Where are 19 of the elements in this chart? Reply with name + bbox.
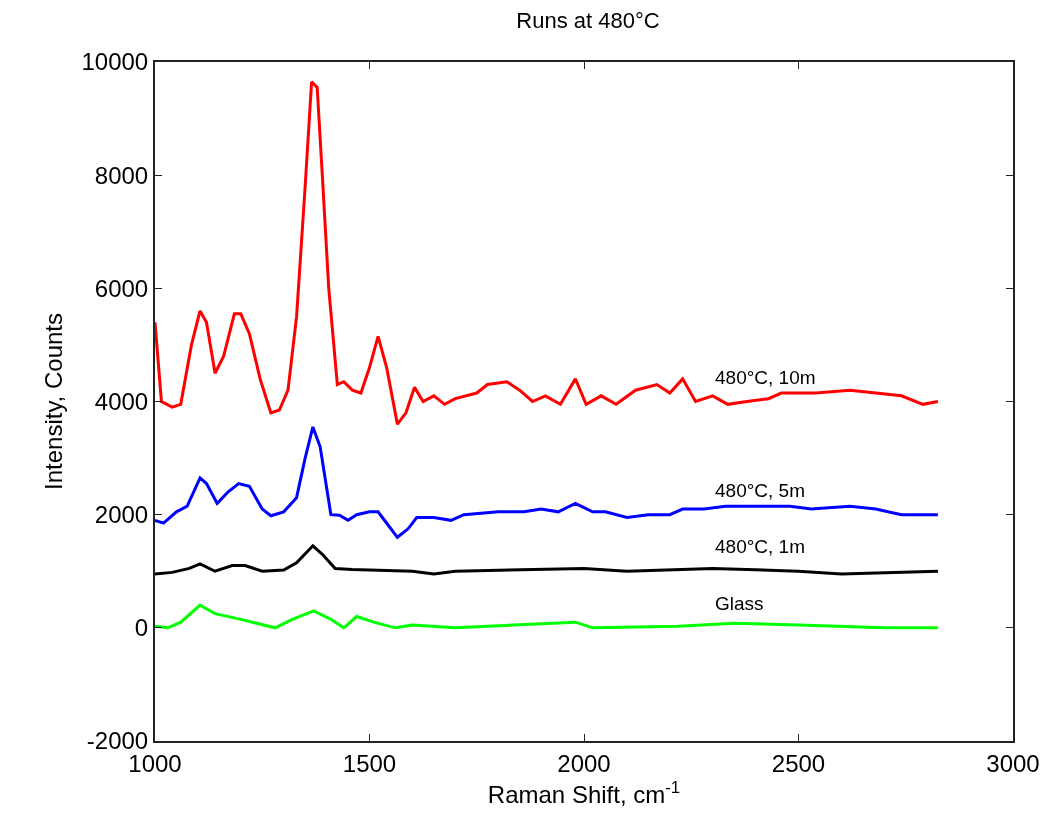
y-axis-title: Intensity, Counts [40,313,68,490]
y-tick-label: 6000 [94,274,149,302]
series-label: 480°C, 5m [715,480,805,501]
x-tick-label: 3000 [986,749,1040,777]
series-label: Glass [715,593,764,614]
x-axis-title: Raman Shift, cm$^{-1}$ [487,777,681,808]
x-tick-label: 2000 [557,749,611,777]
x-tick-label: 2500 [771,749,826,777]
chart-title: Runs at 480°C [516,7,660,33]
y-tick-label: 4000 [94,387,149,415]
line-series [155,425,940,539]
y-tick-label: 8000 [94,161,149,189]
y-tick-label: 0 [134,614,149,642]
y-tick-label: 2000 [94,501,149,529]
line-series [155,80,940,426]
x-tick-label: 1500 [342,749,397,777]
series-label: 480°C, 10m [715,367,816,388]
series-label: 480°C, 1m [715,536,805,557]
y-tick-label: 10000 [81,48,149,76]
